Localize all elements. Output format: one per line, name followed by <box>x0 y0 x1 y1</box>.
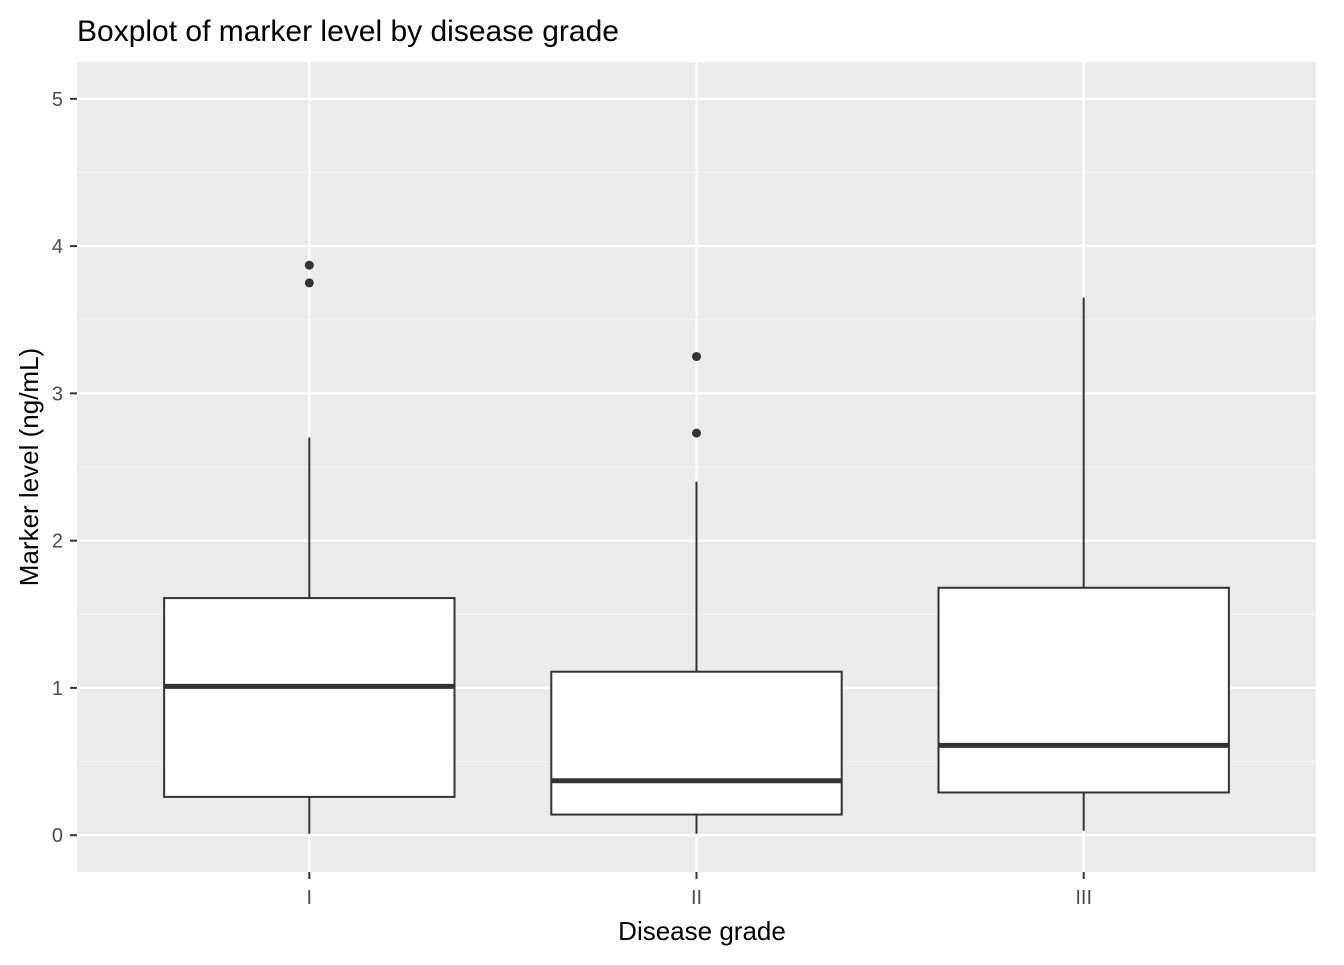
y-tick-label: 5 <box>52 89 63 111</box>
y-tick-label: 2 <box>52 531 63 553</box>
box-group-II <box>550 352 843 834</box>
y-tick-label: 4 <box>52 236 63 258</box>
chart-title: Boxplot of marker level by disease grade <box>77 15 619 48</box>
box-iqr <box>550 670 843 816</box>
x-tick-label: I <box>307 887 313 909</box>
y-axis-title: Marker level (ng/mL) <box>14 348 44 586</box>
box-group-III <box>937 297 1230 831</box>
outlier-point <box>304 260 314 270</box>
x-axis-title: Disease grade <box>618 916 786 946</box>
outlier-point <box>692 352 701 362</box>
y-tick-label: 1 <box>52 678 63 700</box>
box-iqr <box>163 597 456 798</box>
x-tick-label: II <box>691 887 702 909</box>
x-tick-label: III <box>1075 887 1092 909</box>
y-tick-label: 0 <box>52 825 63 847</box>
box-iqr <box>937 586 1230 794</box>
boxes <box>163 260 1230 834</box>
box-group-I <box>163 260 456 834</box>
y-tick-label: 3 <box>52 383 63 405</box>
outlier-point <box>692 428 701 438</box>
outlier-point <box>304 278 314 288</box>
